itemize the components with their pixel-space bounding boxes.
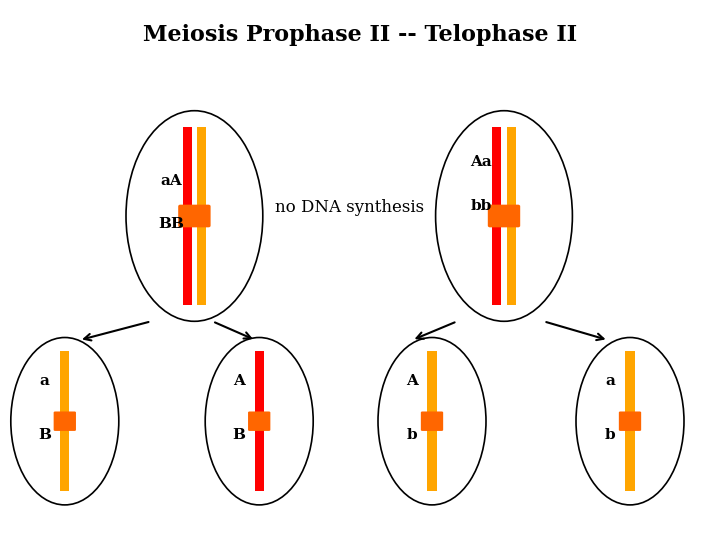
Bar [507, 127, 516, 206]
Ellipse shape [126, 111, 263, 321]
FancyBboxPatch shape [619, 411, 642, 431]
Bar [183, 127, 192, 206]
Text: BB: BB [158, 217, 184, 231]
Bar [625, 430, 635, 491]
Ellipse shape [436, 111, 572, 321]
Text: a: a [605, 374, 615, 388]
Bar [255, 351, 264, 413]
FancyBboxPatch shape [488, 205, 520, 227]
Text: Meiosis Prophase II -- Telophase II: Meiosis Prophase II -- Telophase II [143, 24, 577, 46]
FancyBboxPatch shape [53, 411, 76, 431]
FancyBboxPatch shape [179, 205, 211, 227]
Text: a: a [40, 374, 50, 388]
Bar [197, 226, 207, 305]
Bar [255, 430, 264, 491]
Ellipse shape [378, 338, 486, 505]
Bar [625, 351, 635, 413]
Bar [197, 127, 207, 206]
FancyBboxPatch shape [248, 411, 270, 431]
Text: b: b [407, 428, 417, 442]
Text: Aa: Aa [470, 155, 492, 169]
Ellipse shape [205, 338, 313, 505]
Text: B: B [233, 428, 246, 442]
Text: A: A [233, 374, 245, 388]
Bar [60, 430, 69, 491]
Text: aA: aA [161, 174, 182, 188]
Bar [492, 127, 501, 206]
Text: b: b [605, 428, 615, 442]
Ellipse shape [11, 338, 119, 505]
Bar [60, 351, 69, 413]
Ellipse shape [576, 338, 684, 505]
Bar [507, 226, 516, 305]
Bar [492, 226, 501, 305]
Text: no DNA synthesis: no DNA synthesis [274, 199, 424, 217]
Text: A: A [406, 374, 418, 388]
Text: bb: bb [470, 199, 492, 213]
Bar [428, 430, 436, 491]
Bar [183, 226, 192, 305]
Bar [428, 351, 436, 413]
Text: B: B [38, 428, 51, 442]
FancyBboxPatch shape [420, 411, 444, 431]
